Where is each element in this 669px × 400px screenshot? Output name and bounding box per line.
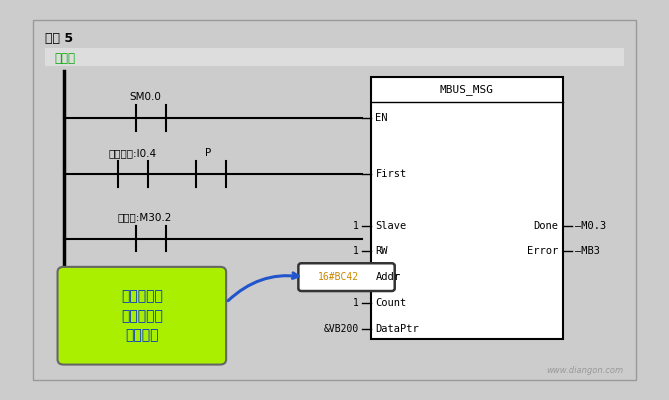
Text: DataPtr: DataPtr: [375, 324, 419, 334]
Text: &VB200: &VB200: [323, 324, 359, 334]
Text: 其他内容不
解释，这个
下图解释: 其他内容不 解释，这个 下图解释: [121, 289, 163, 342]
Text: SM0.0: SM0.0: [130, 92, 162, 102]
Text: RW: RW: [375, 246, 388, 256]
Text: 网络 5: 网络 5: [45, 32, 74, 44]
Text: 1: 1: [353, 298, 359, 308]
FancyBboxPatch shape: [298, 263, 395, 291]
Text: Count: Count: [375, 298, 407, 308]
Text: www.diangon.com: www.diangon.com: [547, 366, 624, 375]
FancyBboxPatch shape: [45, 48, 624, 66]
FancyBboxPatch shape: [58, 267, 226, 364]
Text: 1: 1: [353, 221, 359, 231]
Text: –MB3: –MB3: [575, 246, 600, 256]
Text: Done: Done: [533, 221, 559, 231]
Text: First: First: [375, 169, 407, 179]
Text: MBUS_MSG: MBUS_MSG: [440, 84, 494, 95]
Text: –M0.3: –M0.3: [575, 221, 607, 231]
Text: Addr: Addr: [375, 272, 401, 282]
Text: P: P: [205, 148, 211, 158]
Text: Slave: Slave: [375, 221, 407, 231]
Text: 16#BC42: 16#BC42: [318, 272, 359, 282]
Text: 写入频率:I0.4: 写入频率:I0.4: [109, 148, 157, 158]
Text: Error: Error: [527, 246, 559, 256]
FancyBboxPatch shape: [371, 76, 563, 339]
Text: EN: EN: [375, 113, 388, 123]
Text: 写频率: 写频率: [55, 52, 76, 64]
Text: 写频率:M30.2: 写频率:M30.2: [118, 212, 172, 222]
Text: Addr: Addr: [375, 272, 401, 282]
Text: 1: 1: [353, 246, 359, 256]
Text: 16#BC42: 16#BC42: [318, 272, 359, 282]
